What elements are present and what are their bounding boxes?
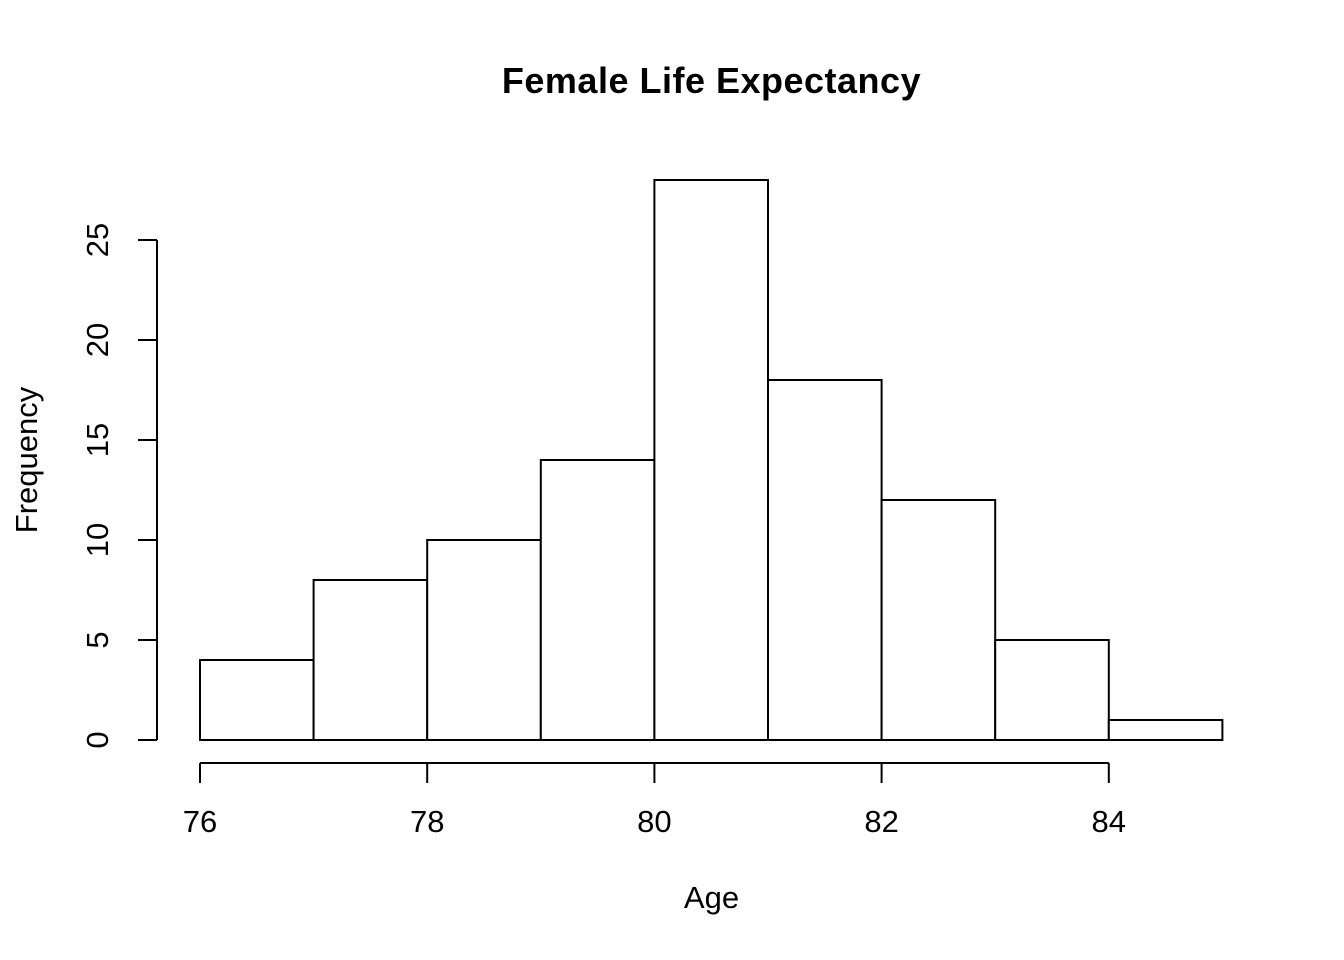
chart-title: Female Life Expectancy xyxy=(501,60,922,101)
histogram-bar xyxy=(199,659,315,741)
x-tick-label: 80 xyxy=(637,804,671,839)
x-axis-label: Age xyxy=(683,880,740,915)
x-tick-label: 78 xyxy=(410,804,444,839)
y-tick-label: 5 xyxy=(80,631,115,648)
x-tick-label: 76 xyxy=(183,804,217,839)
histogram-bar xyxy=(539,459,656,741)
histogram-bar xyxy=(312,579,429,741)
y-tick-label: 25 xyxy=(80,223,115,257)
y-tick-label: 15 xyxy=(80,423,115,457)
y-tick-label: 10 xyxy=(80,523,115,557)
y-axis-label: Frequency xyxy=(9,386,44,534)
histogram-bar xyxy=(426,539,542,741)
y-tick-label: 0 xyxy=(80,731,115,748)
x-tick-label: 82 xyxy=(864,804,898,839)
x-tick-label: 84 xyxy=(1092,804,1126,839)
histogram-bar xyxy=(1107,719,1224,741)
histogram-bar xyxy=(653,179,770,741)
histogram-bar xyxy=(767,379,883,741)
histogram-bar xyxy=(880,499,997,741)
histogram-bar xyxy=(994,639,1110,741)
y-tick-label: 20 xyxy=(80,323,115,357)
